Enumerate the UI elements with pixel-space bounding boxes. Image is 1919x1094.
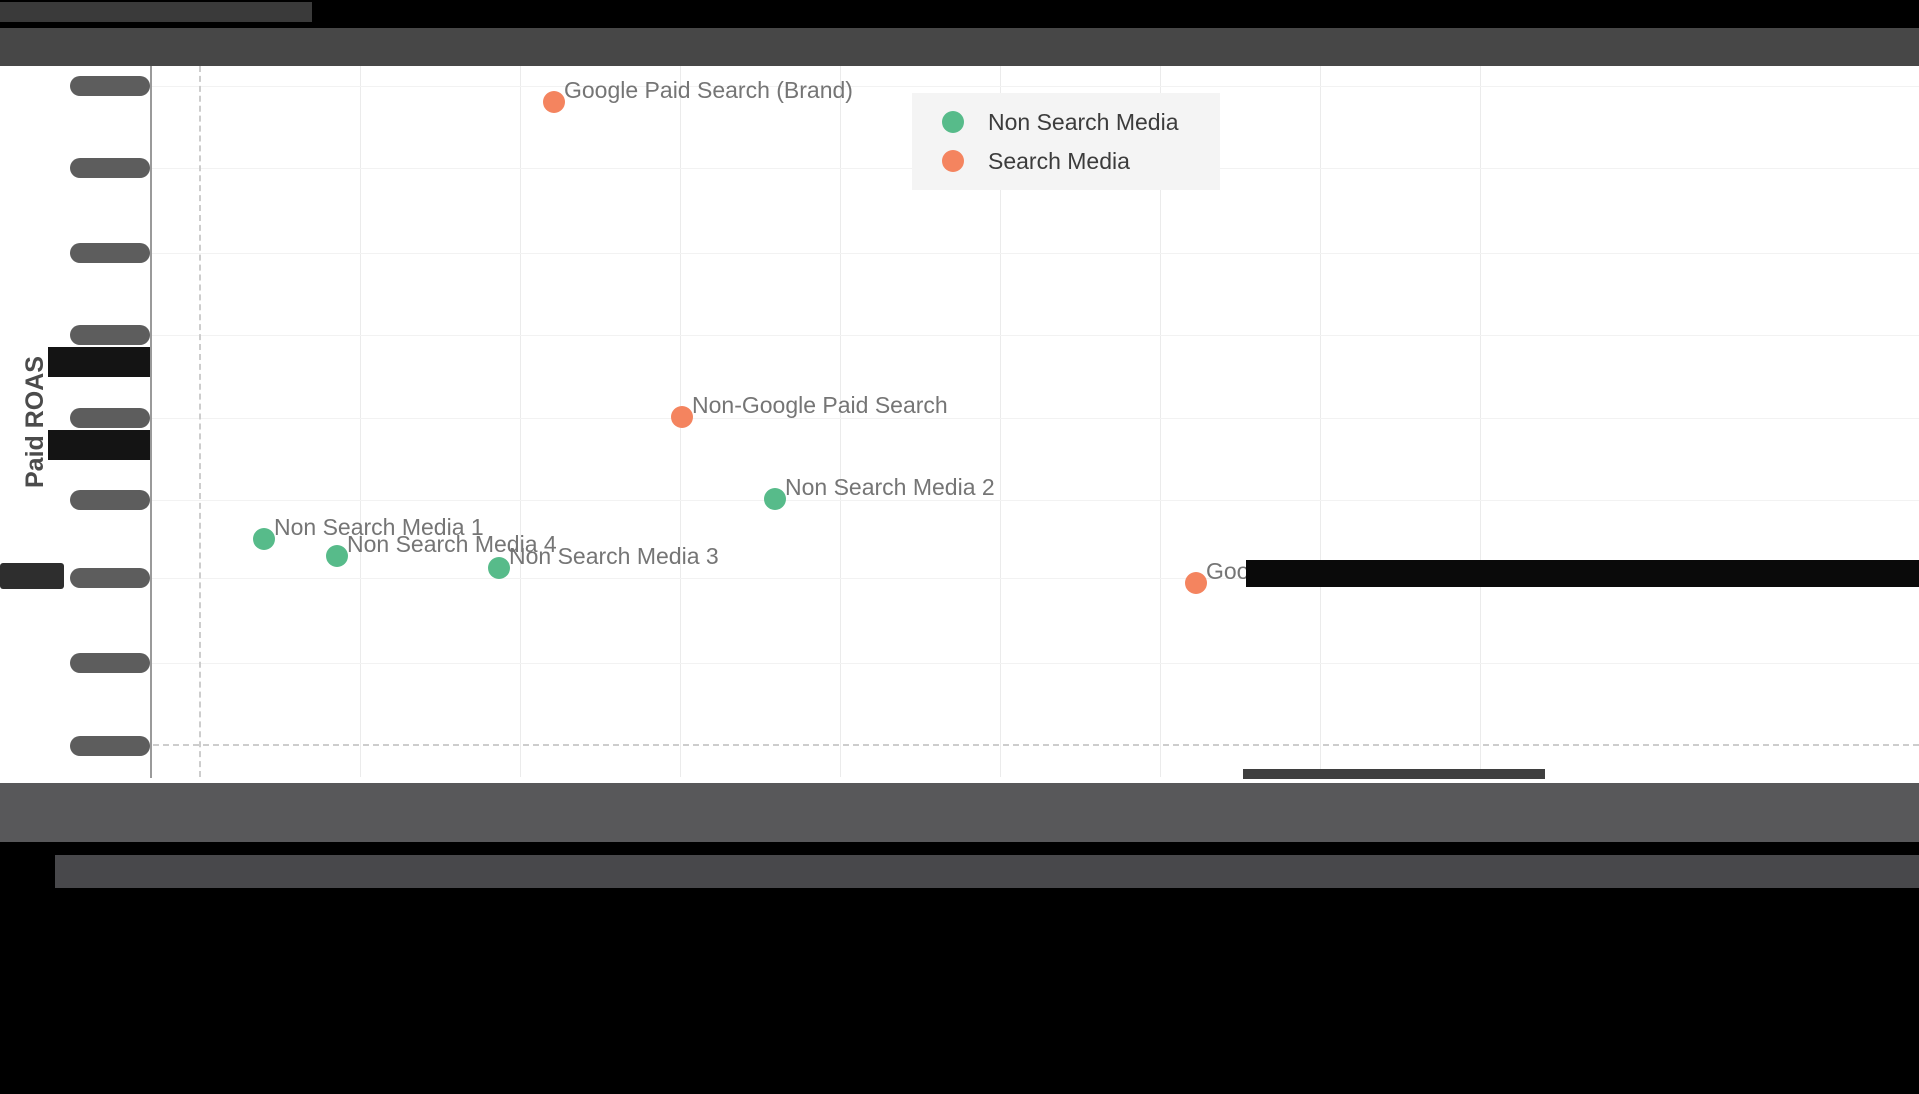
redaction-bar-x-axis-ticks	[0, 783, 1919, 842]
redaction-bar-y-tick	[70, 736, 150, 756]
gridline-vertical	[1320, 66, 1321, 777]
redaction-bar-y-tick-extension	[0, 563, 64, 589]
redaction-bar-y-tick	[70, 490, 150, 510]
gridline-vertical	[520, 66, 521, 777]
data-point[interactable]	[671, 406, 693, 428]
gridline-horizontal	[152, 663, 1919, 664]
legend-label-search-media: Search Media	[988, 147, 1130, 174]
horizontal-dashed-reference-line	[153, 744, 1919, 746]
y-axis-line	[150, 66, 152, 778]
point-label: Non-Google Paid Search	[692, 392, 948, 418]
redaction-bar-point-label	[1246, 560, 1919, 587]
data-point[interactable]	[326, 545, 348, 567]
redaction-bar-bottom-status	[55, 855, 1919, 888]
gridline-horizontal	[152, 418, 1919, 419]
data-point[interactable]	[543, 91, 565, 113]
gridline-vertical	[360, 66, 361, 777]
point-label: Non Search Media 4	[347, 531, 557, 557]
legend-swatch-search-media	[942, 150, 964, 172]
gridline-vertical	[1160, 66, 1161, 777]
point-label: Non Search Media 3	[509, 543, 719, 569]
y-axis-title: Paid ROAS	[21, 356, 49, 488]
gridline-vertical	[1480, 66, 1481, 777]
gridline-vertical	[840, 66, 841, 777]
legend-item-search-media[interactable]: Search Media	[942, 148, 1220, 175]
gridline-vertical	[1000, 66, 1001, 777]
redaction-bar-y-tick	[70, 408, 150, 428]
redaction-bar-y-tick	[70, 325, 150, 345]
redaction-bar-y-tick	[70, 158, 150, 178]
data-point[interactable]	[764, 488, 786, 510]
gridline-horizontal	[152, 253, 1919, 254]
redaction-bar-toolbar	[0, 28, 1919, 66]
point-label: Non Search Media 1	[274, 514, 484, 540]
chart-legend: Non Search Media Search Media	[912, 93, 1220, 190]
point-label: Non Search Media 2	[785, 474, 995, 500]
gridline-horizontal	[152, 500, 1919, 501]
gridline-horizontal	[152, 86, 1919, 87]
redaction-bar-y-tick	[70, 653, 150, 673]
vertical-dashed-reference-line	[199, 66, 201, 777]
gridline-horizontal	[152, 578, 1919, 579]
redaction-bar-y-title-2	[48, 430, 150, 460]
data-point[interactable]	[1185, 572, 1207, 594]
redaction-bar-y-tick	[70, 76, 150, 96]
data-point[interactable]	[488, 557, 510, 579]
redaction-bar-y-title-1	[48, 347, 150, 377]
data-point[interactable]	[253, 528, 275, 550]
gridline-horizontal	[152, 335, 1919, 336]
legend-item-non-search-media[interactable]: Non Search Media	[942, 109, 1220, 136]
redaction-bar-y-tick	[70, 243, 150, 263]
legend-label-non-search-media: Non Search Media	[988, 108, 1179, 135]
legend-swatch-non-search-media	[942, 111, 964, 133]
redaction-bar-y-tick	[70, 568, 150, 588]
point-label: Google Paid Search (Brand)	[564, 77, 853, 103]
redaction-bar-x-axis-label	[1243, 769, 1545, 779]
redaction-bar-window-title	[0, 2, 312, 22]
